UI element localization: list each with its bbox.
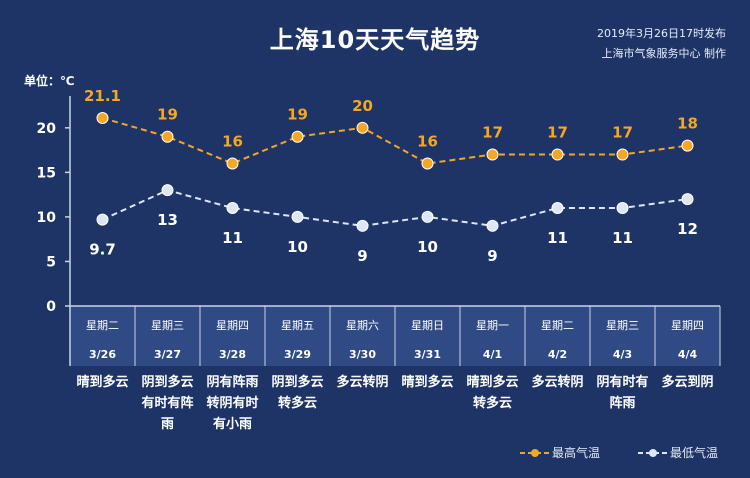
- legend-high-label: 最高气温: [552, 446, 601, 460]
- x-weekday-label: 星期三: [151, 319, 184, 332]
- x-date-label: 4/4: [678, 348, 698, 361]
- weather-description: 雨: [161, 417, 174, 432]
- x-date-label: 3/30: [349, 348, 376, 361]
- high-temp-point: [161, 130, 174, 143]
- weather-description: 有小雨: [213, 416, 252, 432]
- low-temp-point: [551, 202, 564, 214]
- chart-title: 上海10天天气趋势: [269, 26, 481, 54]
- high-temp-point: [226, 157, 239, 170]
- x-date-label: 4/2: [548, 348, 567, 361]
- high-temp-point: [96, 112, 109, 125]
- low-temp-label: 11: [547, 229, 568, 247]
- low-temp-point: [681, 193, 694, 206]
- weather-description: 阴到多云: [141, 374, 193, 390]
- high-temp-label: 21.1: [84, 87, 121, 105]
- x-weekday-label: 星期四: [671, 319, 704, 332]
- weather-description: 晴到多云: [401, 374, 453, 390]
- weather-description: 阵雨: [609, 395, 635, 411]
- high-temp-label: 19: [157, 106, 178, 124]
- weather-description: 晴到多云: [466, 374, 518, 390]
- legend-high-marker: [520, 449, 550, 457]
- high-temp-point: [421, 157, 434, 170]
- x-weekday-label: 星期六: [346, 319, 379, 332]
- high-temp-point: [291, 130, 304, 143]
- x-date-label: 3/28: [219, 348, 246, 361]
- low-temp-label: 11: [222, 229, 243, 247]
- x-date-label: 4/1: [483, 348, 502, 361]
- high-temp-label: 16: [222, 132, 243, 150]
- x-weekday-label: 星期日: [411, 319, 444, 332]
- low-temp-label: 13: [157, 211, 178, 229]
- y-tick-label: 10: [37, 210, 57, 226]
- weather-description: 多云转阴: [531, 374, 583, 390]
- x-date-label: 3/29: [284, 348, 311, 361]
- high-temp-label: 20: [352, 97, 373, 115]
- weather-description: 转多云: [278, 395, 317, 411]
- legend: 最高气温 最低气温: [520, 444, 740, 462]
- y-axis-unit-label: 单位：℃: [24, 74, 75, 88]
- weather-description: 晴到多云: [76, 374, 128, 390]
- high-temp-point: [616, 148, 629, 161]
- legend-low-label: 最低气温: [670, 446, 719, 460]
- x-date-label: 3/26: [89, 348, 116, 361]
- weather-description: 阴到多云: [271, 374, 323, 390]
- x-weekday-label: 星期二: [541, 319, 574, 332]
- high-temp-point: [356, 121, 369, 134]
- high-temp-point: [681, 139, 694, 152]
- weather-description: 转阴有时: [206, 395, 258, 411]
- weather-description: 多云转阴: [336, 374, 388, 390]
- high-temp-point: [551, 148, 564, 161]
- low-temp-point: [616, 202, 629, 214]
- y-tick-label: 5: [46, 254, 56, 270]
- low-temp-point: [161, 184, 174, 197]
- low-temp-label: 10: [417, 238, 438, 256]
- low-temp-point: [486, 219, 499, 232]
- high-temp-label: 19: [287, 106, 308, 124]
- low-temp-point: [291, 210, 304, 223]
- low-temp-label: 9: [487, 247, 497, 265]
- issue-time: 2019年3月26日17时发布: [597, 27, 726, 40]
- low-temp-label: 9.7: [89, 241, 116, 259]
- high-temp-label: 17: [612, 124, 633, 142]
- y-tick-label: 20: [37, 121, 57, 137]
- issue-info: 2019年3月26日17时发布 上海市气象服务中心 制作: [597, 24, 726, 64]
- low-temp-point: [356, 219, 369, 232]
- legend-low-marker: [638, 449, 668, 457]
- low-temp-label: 11: [612, 229, 633, 247]
- low-temp-point: [96, 213, 109, 226]
- high-temp-label: 17: [547, 124, 568, 142]
- weather-description: 阴有时有: [596, 374, 648, 390]
- x-date-label: 4/3: [613, 348, 632, 361]
- x-date-label: 3/31: [414, 348, 441, 361]
- x-weekday-label: 星期二: [86, 319, 119, 332]
- high-temp-label: 16: [417, 132, 438, 150]
- weather-description: 多云到阴: [661, 374, 713, 390]
- weather-description: 阴有阵雨: [206, 374, 258, 390]
- y-tick-label: 15: [37, 165, 56, 181]
- high-temp-line: [102, 117, 688, 165]
- high-temp-point: [486, 148, 499, 161]
- x-weekday-label: 星期三: [606, 319, 639, 332]
- x-weekday-label: 星期一: [476, 319, 509, 332]
- issuer-name: 上海市气象服务中心 制作: [601, 47, 727, 60]
- high-temp-label: 18: [677, 115, 698, 133]
- x-date-label: 3/27: [154, 348, 181, 361]
- weather-description: 转多云: [473, 395, 512, 411]
- low-temp-point: [226, 202, 239, 214]
- low-temp-label: 9: [357, 247, 367, 265]
- weather-description: 有时有阵: [141, 395, 193, 411]
- low-temp-line: [102, 189, 688, 227]
- y-tick-label: 0: [46, 299, 56, 315]
- x-weekday-label: 星期五: [281, 319, 314, 332]
- low-temp-point: [421, 210, 434, 223]
- high-temp-label: 17: [482, 124, 503, 142]
- low-temp-label: 10: [287, 238, 308, 256]
- low-temp-label: 12: [677, 220, 698, 238]
- x-weekday-label: 星期四: [216, 319, 249, 332]
